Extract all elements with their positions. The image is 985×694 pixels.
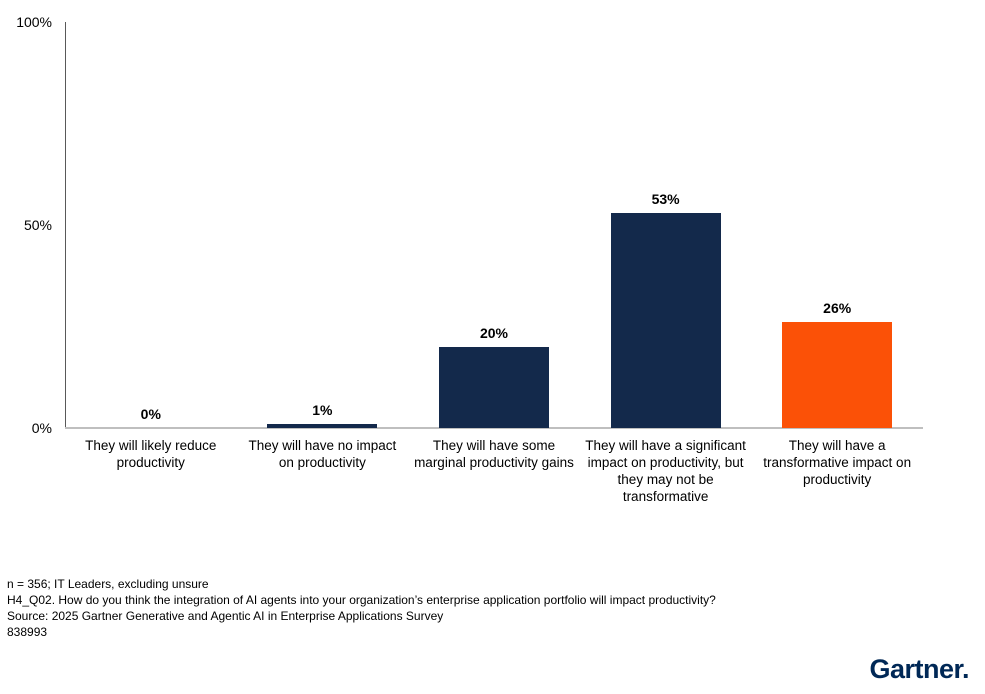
x-axis-category-label: They will have a transformative impact o… — [763, 438, 912, 487]
source-note: Source: 2025 Gartner Generative and Agen… — [7, 609, 444, 623]
plot-area: 0% 1% 20% 53% 26% — [65, 22, 923, 429]
bar-column: 20% — [408, 22, 580, 428]
bar-column: 53% — [580, 22, 752, 428]
y-axis-tick-label: 100% — [16, 14, 52, 30]
bar-value-label: 1% — [312, 401, 333, 418]
x-axis-category-labels: They will likely reduce productivity They… — [65, 437, 923, 505]
x-axis-category-label: They will likely reduce productivity — [85, 438, 217, 470]
y-axis-tick-label: 0% — [31, 420, 52, 436]
question-note: H4_Q02. How do you think the integration… — [7, 593, 716, 607]
bar-value-label: 20% — [479, 324, 508, 341]
bar — [610, 212, 721, 428]
x-axis-category-label: They will have a significant impact on p… — [585, 438, 746, 504]
y-axis-line — [65, 22, 66, 428]
bar-value-label: 53% — [651, 190, 680, 207]
id-note: 838993 — [7, 625, 48, 639]
x-axis-category-label: They will have some marginal productivit… — [414, 438, 574, 470]
x-axis-category-label: They will have no impact on productivity — [248, 438, 397, 470]
bar-column: 0% — [65, 22, 237, 428]
bar-column: 26% — [751, 22, 923, 428]
sample-note: n = 356; IT Leaders, excluding unsure — [7, 577, 209, 591]
x-axis-baseline — [65, 427, 923, 429]
gartner-logo: Gartner. — [869, 654, 969, 684]
footer-notes: n = 356; IT Leaders, excluding unsure H4… — [7, 576, 716, 640]
bars-container: 0% 1% 20% 53% 26% — [65, 22, 923, 428]
y-axis-tick-label: 50% — [23, 217, 52, 233]
bar-column: 1% — [237, 22, 409, 428]
bar — [782, 322, 893, 428]
bar — [438, 346, 549, 428]
bar-value-label: 26% — [823, 300, 852, 317]
bar — [267, 423, 378, 428]
y-axis-tick-labels: 100% 50% 0% — [0, 14, 52, 436]
bar-value-label: 0% — [140, 406, 161, 422]
